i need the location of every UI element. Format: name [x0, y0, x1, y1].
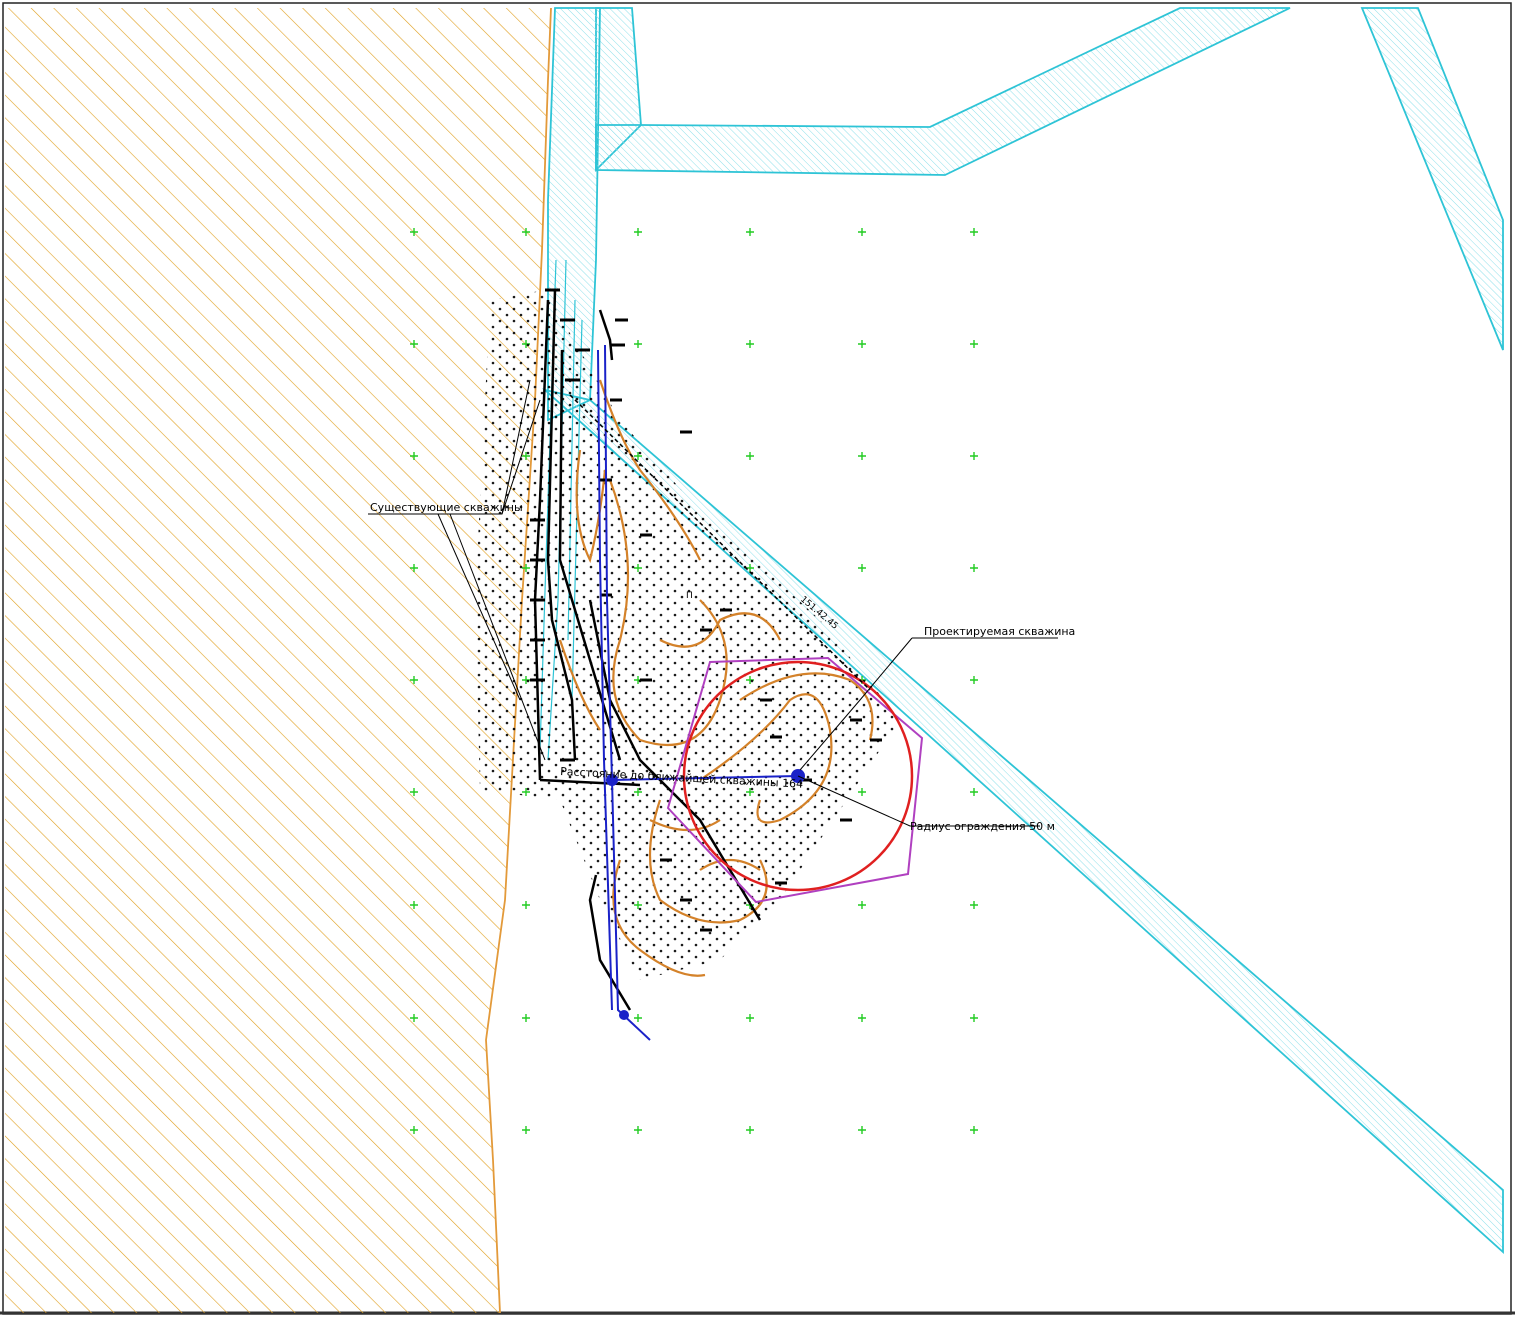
grid-cross — [858, 564, 866, 572]
grid-cross — [410, 1126, 418, 1134]
grid-cross — [410, 452, 418, 460]
grid-cross — [858, 340, 866, 348]
grid-cross — [970, 452, 978, 460]
well-dot-field — [475, 290, 900, 980]
label-existing-wells: Существующие скважины — [370, 501, 523, 514]
grid-cross — [634, 340, 642, 348]
grid-cross — [858, 901, 866, 909]
grid-cross — [634, 1126, 642, 1134]
grid-cross — [970, 676, 978, 684]
leader-lines — [368, 379, 1058, 827]
grid-cross — [410, 901, 418, 909]
grid-cross — [970, 901, 978, 909]
hatched-zone — [5, 8, 551, 1313]
grid-cross — [746, 1014, 754, 1022]
grid-cross — [970, 1014, 978, 1022]
grid-cross — [522, 901, 530, 909]
label-projected-well: Проектируемая скважина — [924, 625, 1075, 638]
existing-wells-traces — [533, 289, 762, 1011]
grid-cross — [858, 1014, 866, 1022]
grid-cross — [858, 1126, 866, 1134]
label-fence-radius: Радиус ограждения 50 м — [910, 820, 1055, 833]
grid-cross — [410, 340, 418, 348]
grid-cross — [970, 228, 978, 236]
grid-cross — [858, 788, 866, 796]
grid-cross — [410, 1014, 418, 1022]
grid-cross — [858, 452, 866, 460]
grid-cross — [522, 1014, 530, 1022]
pipeline-node-end — [619, 1010, 629, 1020]
grid-cross — [858, 228, 866, 236]
grid-cross — [410, 564, 418, 572]
grid-cross — [970, 340, 978, 348]
grid-cross — [746, 228, 754, 236]
grid-cross — [410, 228, 418, 236]
grid-cross — [522, 228, 530, 236]
fenced-boundary — [666, 656, 924, 904]
grid-cross — [522, 1126, 530, 1134]
grid-cross — [970, 1126, 978, 1134]
grid-cross — [746, 452, 754, 460]
contour-lines — [558, 379, 874, 977]
dashed-line — [569, 394, 871, 691]
grid-cross — [970, 564, 978, 572]
fence-radius-circle — [682, 660, 914, 892]
label-marker-p: П — [686, 591, 693, 601]
grid-cross — [410, 788, 418, 796]
well-marks — [530, 288, 882, 932]
grid-cross — [410, 676, 418, 684]
grid-cross — [746, 1126, 754, 1134]
grid-cross — [970, 788, 978, 796]
grid-cross — [634, 1014, 642, 1022]
pipeline-node — [606, 774, 618, 786]
grid-cross — [746, 340, 754, 348]
grid-cross — [634, 228, 642, 236]
